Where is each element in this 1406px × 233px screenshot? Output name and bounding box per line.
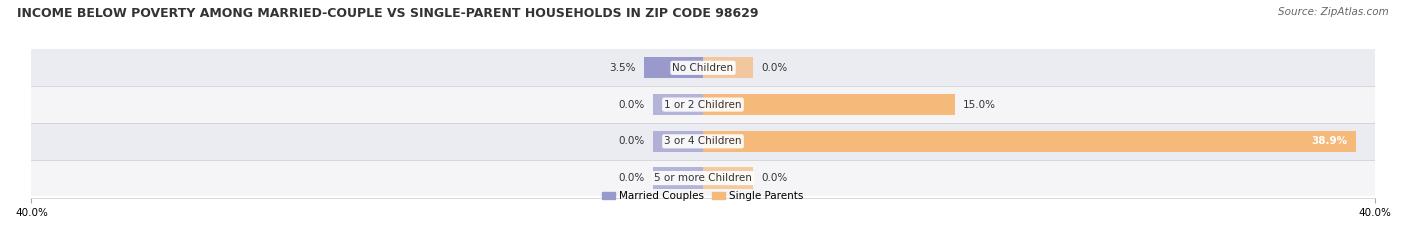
Text: 0.0%: 0.0% <box>762 173 787 183</box>
Bar <box>652 131 703 152</box>
Bar <box>703 57 754 79</box>
Text: 1 or 2 Children: 1 or 2 Children <box>664 99 742 110</box>
Bar <box>652 94 703 115</box>
Text: 3.5%: 3.5% <box>609 63 636 73</box>
Bar <box>703 94 955 115</box>
Text: 0.0%: 0.0% <box>619 99 644 110</box>
Text: 38.9%: 38.9% <box>1312 136 1348 146</box>
Bar <box>31 123 1375 160</box>
Bar <box>31 86 1375 123</box>
Text: No Children: No Children <box>672 63 734 73</box>
Text: 0.0%: 0.0% <box>762 63 787 73</box>
Bar <box>31 49 1375 86</box>
Bar <box>703 168 754 189</box>
Bar <box>703 131 1357 152</box>
Text: 15.0%: 15.0% <box>963 99 997 110</box>
Bar <box>644 57 703 79</box>
Text: 0.0%: 0.0% <box>619 136 644 146</box>
Legend: Married Couples, Single Parents: Married Couples, Single Parents <box>599 187 807 205</box>
Text: 5 or more Children: 5 or more Children <box>654 173 752 183</box>
Bar <box>652 168 703 189</box>
Text: INCOME BELOW POVERTY AMONG MARRIED-COUPLE VS SINGLE-PARENT HOUSEHOLDS IN ZIP COD: INCOME BELOW POVERTY AMONG MARRIED-COUPL… <box>17 7 758 20</box>
Text: 3 or 4 Children: 3 or 4 Children <box>664 136 742 146</box>
Bar <box>31 160 1375 196</box>
Text: 0.0%: 0.0% <box>619 173 644 183</box>
Text: Source: ZipAtlas.com: Source: ZipAtlas.com <box>1278 7 1389 17</box>
